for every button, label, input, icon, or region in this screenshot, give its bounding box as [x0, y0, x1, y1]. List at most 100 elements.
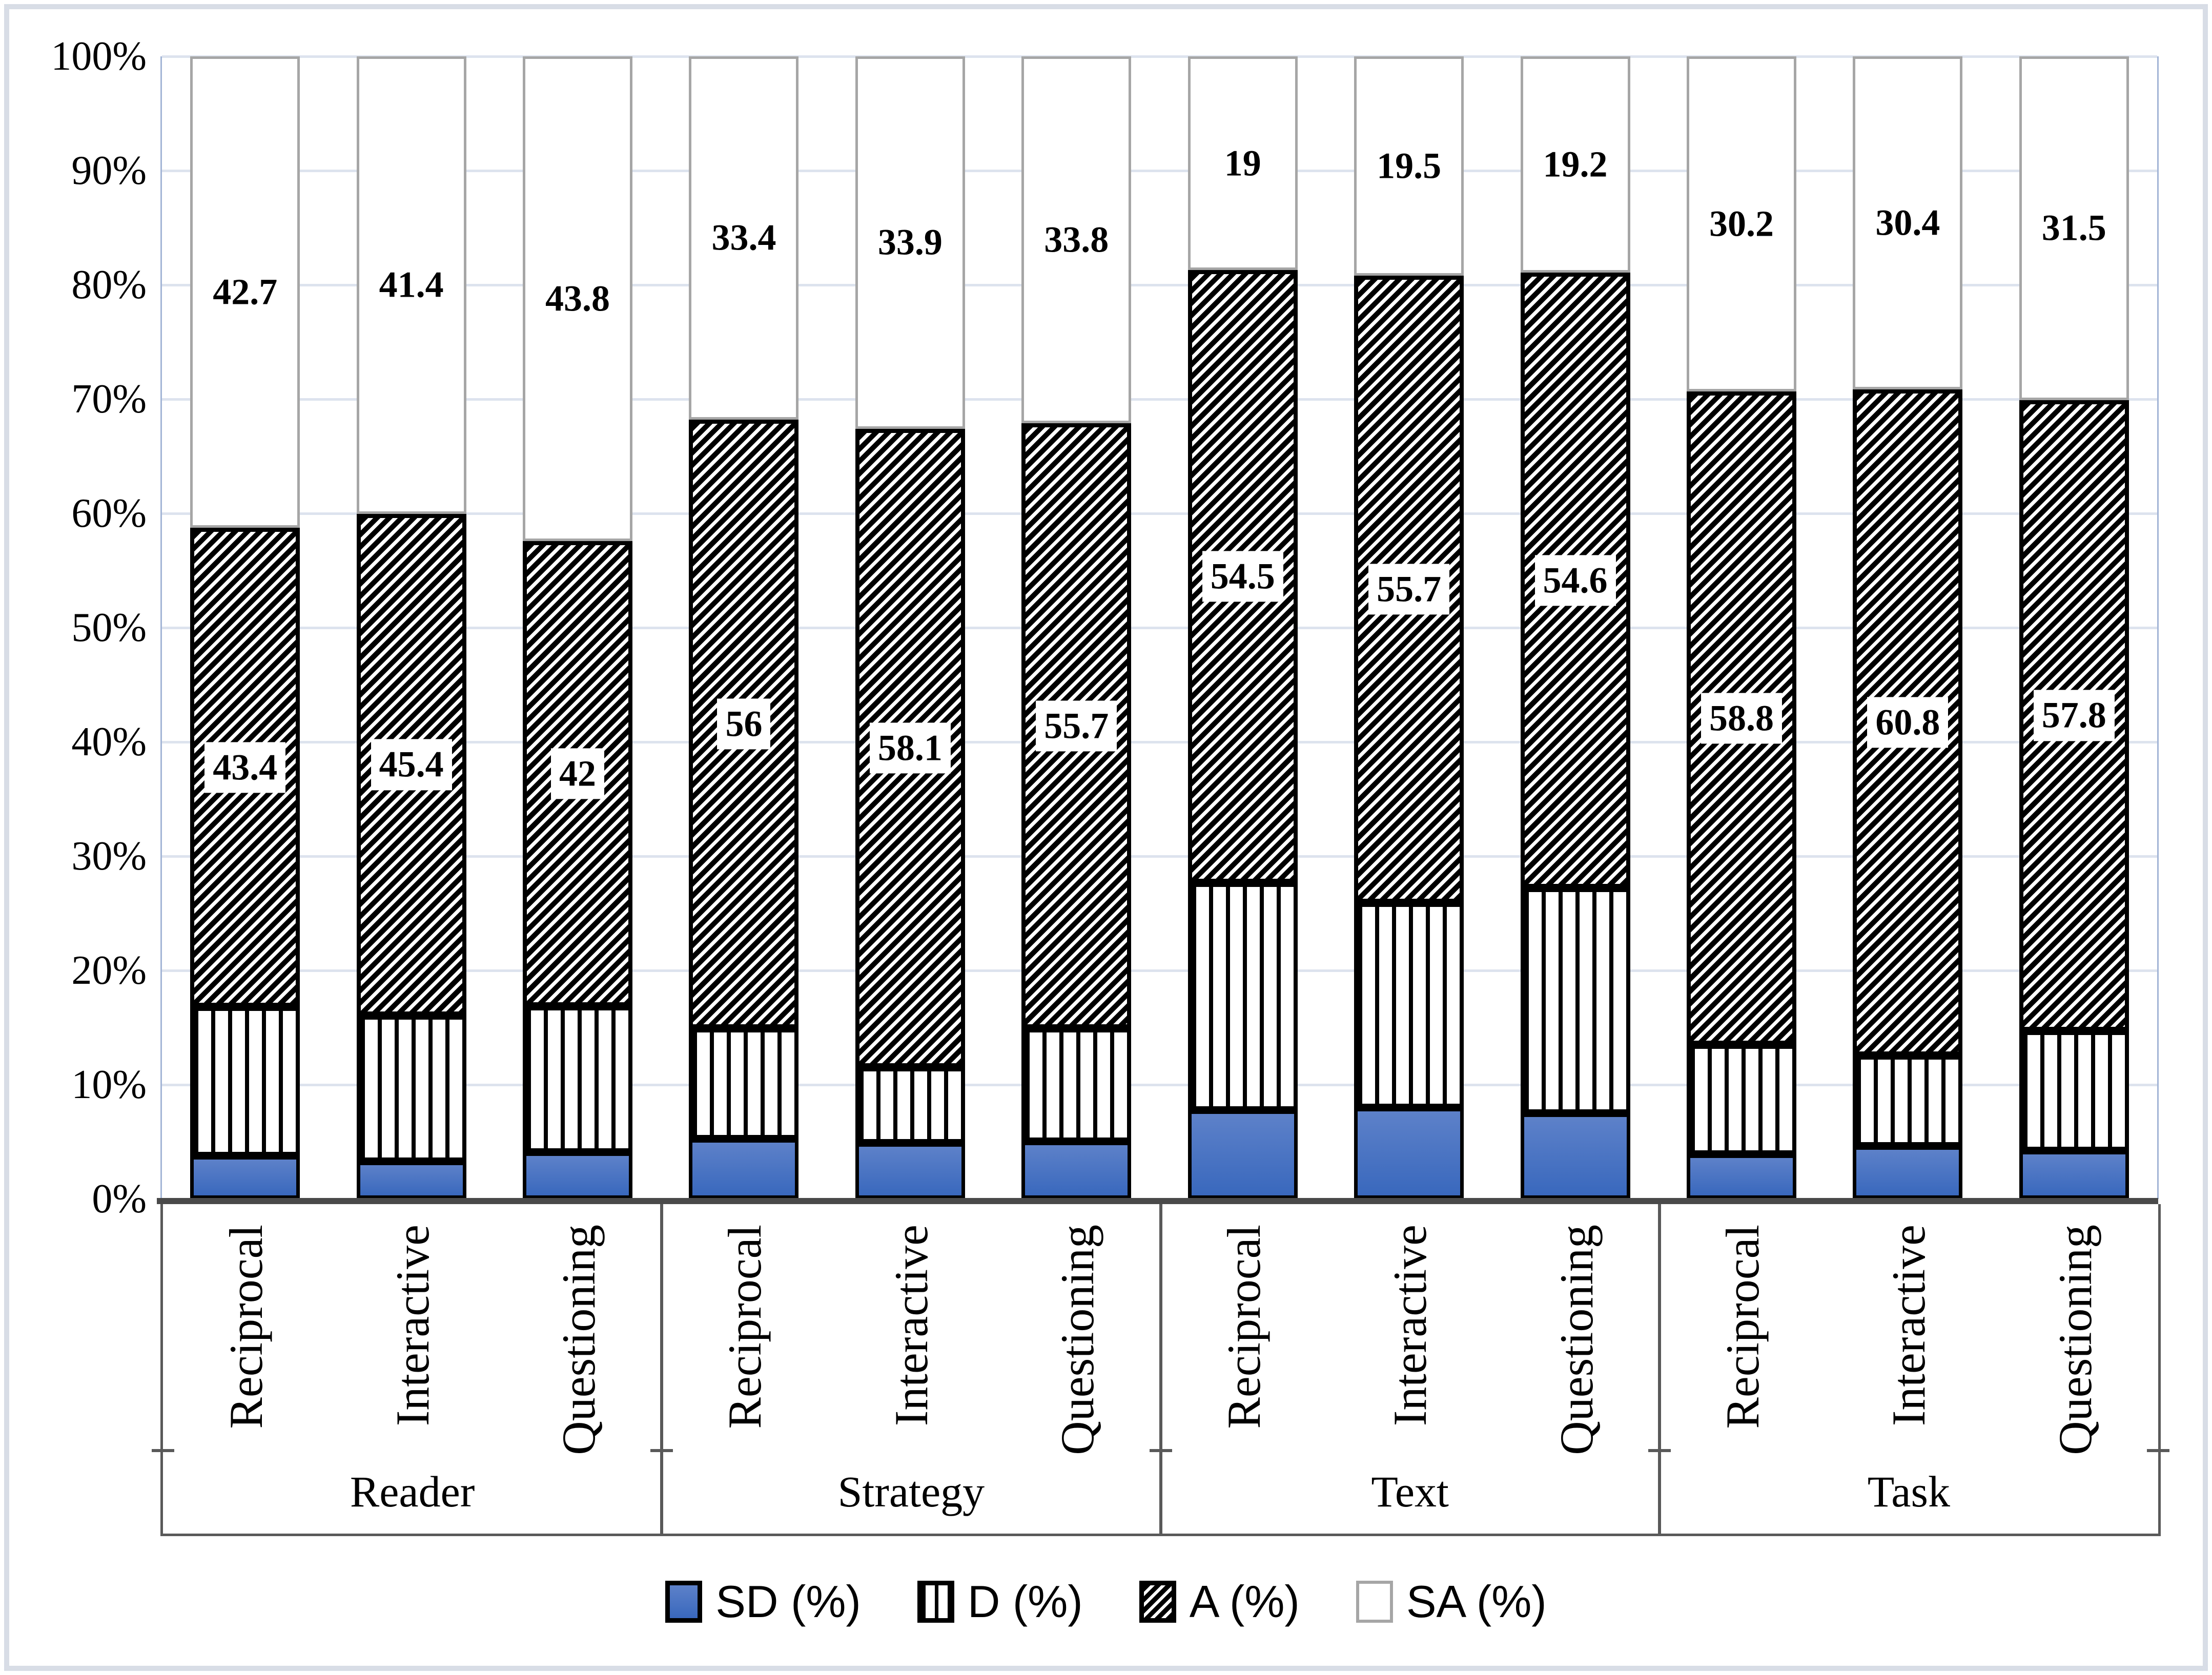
data-label-a: 55.7 [1368, 564, 1450, 615]
data-label-sa: 30.4 [1867, 197, 1949, 249]
category-label: Interactive [1882, 1225, 1935, 1426]
segment-sd [356, 1161, 466, 1199]
data-label-sa: 31.5 [2033, 202, 2115, 254]
legend-label: D (%) [967, 1576, 1083, 1627]
segment-d [1187, 883, 1298, 1110]
category-label: Questioning [2049, 1225, 2101, 1455]
data-label-a: 54.5 [1202, 551, 1283, 602]
plot-area: 42.7 43.4 41.4 45.4 43.8 42 33.4 56 33.9 58.1 33.8… [160, 55, 2159, 1199]
category-label: Reciprocal [220, 1225, 273, 1429]
category-cell: Reciprocal [662, 1204, 828, 1449]
category-cell: Interactive [828, 1204, 994, 1449]
segment-d [1686, 1044, 1796, 1155]
data-label-a: 56 [717, 698, 771, 750]
y-axis-tick-label: 90% [71, 148, 147, 193]
data-label-a: 42 [551, 748, 605, 799]
bar-strategy-interactive: 33.9 58.1 [855, 56, 965, 1199]
data-label-sa: 33.8 [1036, 214, 1117, 265]
y-axis-tick-label: 70% [71, 377, 147, 422]
y-axis-tick-label: 80% [71, 262, 147, 307]
data-label-a: 45.4 [371, 739, 452, 790]
category-cell: Reciprocal [163, 1204, 329, 1449]
category-cell: Interactive [329, 1204, 495, 1449]
axis-row-tick [1149, 1449, 1172, 1452]
axis-row-tick [152, 1449, 174, 1452]
bar-text-interactive: 19.5 55.7 [1354, 56, 1464, 1199]
group-divider [1159, 1204, 1162, 1534]
segment-d [1520, 888, 1630, 1113]
segment-sd [855, 1143, 965, 1199]
category-cell: Reciprocal [1660, 1204, 1826, 1449]
bar-reader-reciprocal: 42.7 43.4 [190, 56, 300, 1199]
y-axis-tick-label: 10% [71, 1062, 147, 1107]
bar-strategy-questioning: 33.8 55.7 [1021, 56, 1132, 1199]
axis-row-tick [1648, 1449, 1671, 1452]
segment-d [523, 1006, 633, 1153]
category-cell: Questioning [496, 1204, 662, 1455]
bar-strategy-reciprocal: 33.4 56 [689, 56, 799, 1199]
segment-sd [689, 1139, 799, 1199]
bar-reader-questioning: 43.8 42 [523, 56, 633, 1199]
segment-sd [1187, 1110, 1298, 1199]
category-label: Questioning [1051, 1225, 1104, 1455]
legend-item-d: D (%) [917, 1576, 1083, 1628]
data-label-a: 55.7 [1036, 700, 1117, 752]
data-label-a: 58.8 [1701, 693, 1782, 744]
segment-sd [2019, 1151, 2129, 1199]
legend-item-a: A (%) [1139, 1576, 1300, 1628]
category-label: Questioning [552, 1225, 605, 1455]
gridline [162, 398, 2157, 401]
segment-d [689, 1028, 799, 1140]
legend-item-sa: SA (%) [1356, 1576, 1547, 1628]
category-cell: Reciprocal [1161, 1204, 1327, 1449]
category-label: Reciprocal [1716, 1225, 1769, 1429]
group-divider [1657, 1204, 1661, 1534]
segment-sd [190, 1155, 300, 1199]
legend-label: SD (%) [715, 1576, 861, 1627]
data-label-sa: 42.7 [204, 266, 286, 318]
category-label: Interactive [386, 1225, 439, 1426]
group-label-reader: Reader [350, 1466, 475, 1516]
data-label-sa: 19.5 [1368, 140, 1450, 192]
segment-sd [523, 1152, 633, 1199]
gridline [162, 1084, 2157, 1086]
y-axis-tick-label: 50% [71, 605, 147, 650]
y-axis-tick-label: 30% [71, 834, 147, 879]
legend-item-sd: SD (%) [665, 1576, 861, 1628]
category-label: Interactive [1384, 1225, 1437, 1426]
group-label-text: Text [1371, 1466, 1449, 1516]
gridline [162, 284, 2157, 286]
data-label-a: 43.4 [204, 741, 286, 793]
axis-row-tick [650, 1449, 673, 1452]
gridline [162, 627, 2157, 629]
data-label-sa: 43.8 [537, 273, 619, 324]
y-axis-tick-label: 100% [51, 34, 147, 79]
data-label-a: 54.6 [1534, 555, 1616, 606]
bar-task-interactive: 30.4 60.8 [1853, 56, 1963, 1199]
group-label-strategy: Strategy [837, 1466, 985, 1516]
legend: SD (%) D (%) A (%) SA (%) [0, 1566, 2212, 1638]
legend-swatch-sd [665, 1581, 703, 1623]
segment-d [190, 1007, 300, 1156]
y-axis-tick-label: 0% [92, 1176, 147, 1222]
axis-row-tick [2147, 1449, 2169, 1452]
group-divider [660, 1204, 664, 1534]
x-axis-line [157, 1198, 2158, 1204]
gridline [162, 55, 2157, 58]
y-axis-tick-label: 60% [71, 491, 147, 536]
y-axis-tick-label: 40% [71, 719, 147, 764]
category-cell: Questioning [1493, 1204, 1659, 1455]
segment-d [1354, 903, 1464, 1108]
category-cell: Interactive [1327, 1204, 1493, 1449]
segment-sd [1021, 1141, 1132, 1199]
data-label-a: 58.1 [869, 722, 951, 774]
segment-d [1853, 1055, 1963, 1147]
data-label-sa: 30.2 [1701, 198, 1782, 250]
category-label: Reciprocal [719, 1225, 771, 1429]
category-cell: Questioning [994, 1204, 1160, 1455]
category-axis-table: Reciprocal Interactive Questioning Reciproc… [152, 1204, 2169, 1536]
gridline [162, 855, 2157, 858]
segment-sd [1686, 1154, 1796, 1199]
category-cell: Questioning [1992, 1204, 2158, 1455]
